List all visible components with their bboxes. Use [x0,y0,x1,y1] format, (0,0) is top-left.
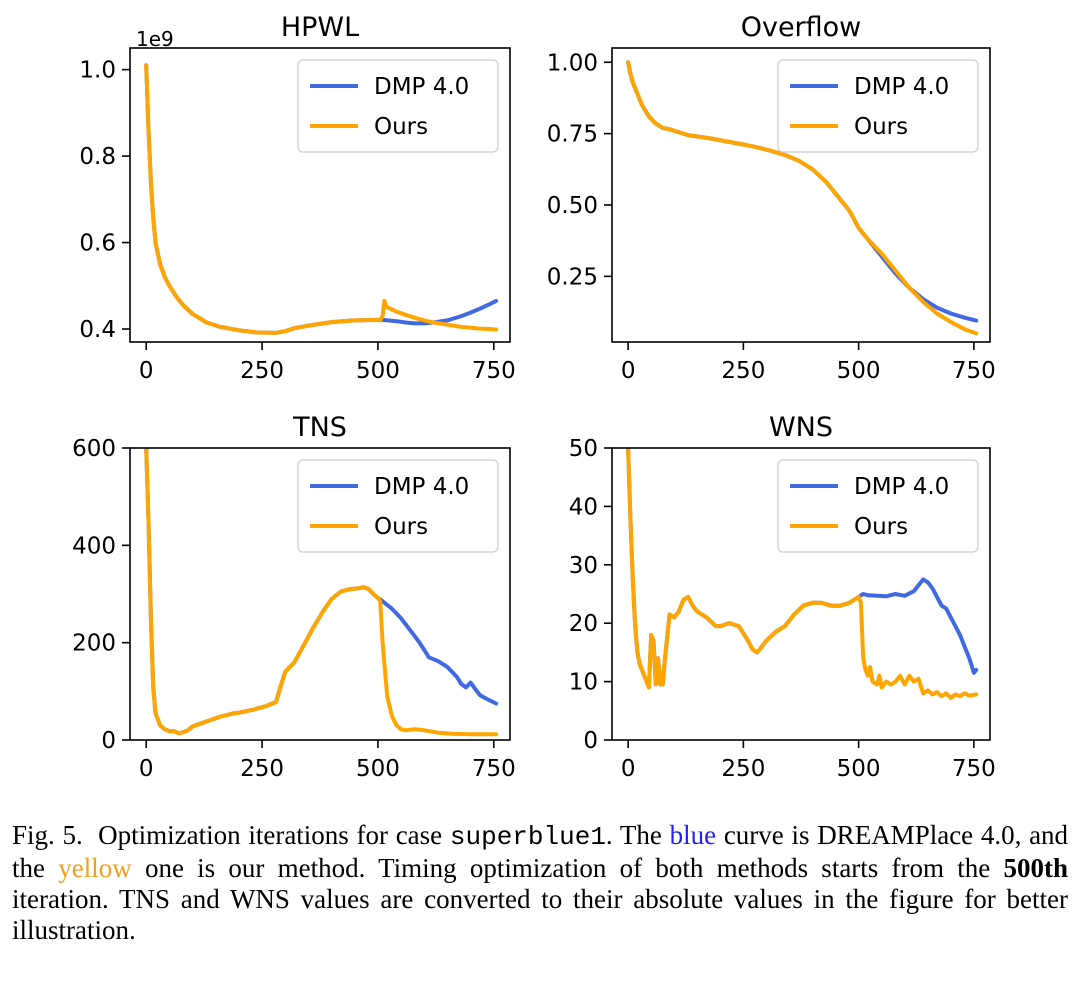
plot-frame [611,447,991,741]
chart-title: Overflow [741,12,862,43]
x-tick-label: 500 [837,358,881,384]
caption-text-1: Optimization iterations for case [98,820,443,850]
plot-frame [129,447,511,741]
x-tick-label: 500 [356,358,400,384]
legend-box [777,459,979,553]
y-tick-label: 0.6 [79,231,116,257]
x-tick-label: 750 [472,756,516,782]
legend-label: DMP 4.0 [854,474,949,500]
caption-yellow-word: yellow [58,853,132,883]
chart-panel-0: HPWL 0 250 500 750 0.4 0.6 0.8 1.0 1e9 DMP 4.0 Ours [79,12,515,384]
caption-bold-word: 500th [1003,853,1068,883]
caption-fig-label: Fig. 5. [12,820,83,850]
series-line-ours [144,448,499,737]
y-tick-label: 200 [72,631,116,657]
y-tick-label: 1.0 [79,58,116,84]
chart-panel-3: WNS 0 250 500 750 0 10 20 30 40 50 DMP 4.0 Ours [569,412,996,782]
x-tick-label: 750 [472,358,516,384]
chart-panel-1: Overflow 0 250 500 750 0.25 0.50 0.75 1.00 DMP 4.… [547,12,996,384]
legend-box [297,459,499,553]
y-tick-label: 20 [569,611,598,637]
plot-frame [129,47,511,343]
legend-label: Ours [374,114,428,140]
x-tick-label: 250 [240,756,284,782]
caption-text-5: iteration. TNS and WNS values are conver… [12,884,1068,945]
y-tick-label: 1.00 [547,50,598,76]
chart-title: WNS [769,412,833,443]
y-tick-label: 0.25 [547,264,598,290]
y-tick-label: 0.75 [547,122,598,148]
caption-text-2: . The [605,820,662,850]
legend-label: DMP 4.0 [374,74,469,100]
y-tick-label: 30 [569,553,598,579]
x-tick-label: 0 [621,358,636,384]
legend-box [297,59,499,153]
caption-case-name: superblue1 [449,822,606,852]
caption-text-4: one is our method. Timing optimization o… [144,853,991,883]
x-tick-label: 500 [356,756,400,782]
chart-series-group [626,60,979,336]
x-tick-label: 0 [621,756,636,782]
legend-label: Ours [854,114,908,140]
chart-title: HPWL [281,12,359,43]
y-tick-label: 400 [72,533,116,559]
chart-title: TNS [292,412,347,443]
legend-label: DMP 4.0 [854,74,949,100]
series-line-ours [626,448,979,700]
figure-caption: Fig. 5. Optimization iterations for case… [12,820,1068,946]
x-tick-label: 250 [721,358,765,384]
legend-label: Ours [374,514,428,540]
plot-frame [611,47,991,343]
x-tick-label: 500 [837,756,881,782]
y-tick-label: 600 [72,436,116,462]
x-tick-label: 250 [240,358,284,384]
y-tick-label: 50 [569,436,598,462]
y-tick-label: 0.4 [79,317,116,343]
x-tick-label: 750 [952,358,996,384]
y-tick-label: 0 [101,728,116,754]
y-tick-label: 0.8 [79,144,116,170]
y-tick-label: 0 [583,728,598,754]
x-tick-label: 0 [139,756,154,782]
y-tick-label: 10 [569,670,598,696]
chart-series-group [144,63,499,335]
y-tick-label: 40 [569,494,598,520]
series-line-ours [144,63,499,335]
y-offset-label: 1e9 [136,27,174,51]
caption-text-3: curve is DREAMPlace 4.0, and the [12,820,1069,883]
chart-panel-2: TNS 0 250 500 750 0 200 400 600 DMP 4.0 Ours [72,412,516,782]
x-tick-label: 750 [952,756,996,782]
x-tick-label: 250 [721,756,765,782]
chart-series-group [144,448,499,737]
caption-blue-word: blue [669,820,717,850]
series-line-ours [626,60,979,336]
x-tick-label: 0 [139,358,154,384]
legend-box [777,59,979,153]
legend-label: DMP 4.0 [374,474,469,500]
chart-series-group [626,448,979,700]
y-tick-label: 0.50 [547,193,598,219]
legend-label: Ours [854,514,908,540]
